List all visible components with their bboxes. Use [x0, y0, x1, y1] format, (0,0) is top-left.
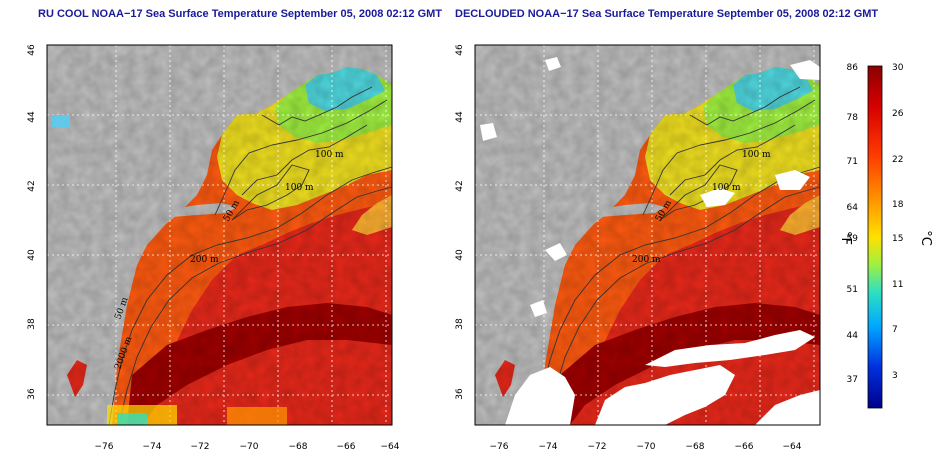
right-map-title: DECLOUDED NOAA−17 Sea Surface Temperatur… [455, 8, 879, 20]
right-lat-axis: 46 44 42 40 38 36 [455, 44, 465, 400]
svg-text:51: 51 [847, 285, 858, 295]
svg-text:−72: −72 [588, 442, 607, 452]
svg-text:−74: −74 [539, 442, 558, 452]
svg-text:64: 64 [847, 203, 859, 213]
svg-text:30: 30 [892, 63, 904, 73]
contour-label-200m: 200 m [190, 255, 219, 265]
svg-text:44: 44 [455, 111, 465, 123]
left-lat-axis: 46 44 42 40 38 36 [27, 44, 37, 400]
fahrenheit-ticks: 86 78 71 64 59 51 44 37 [847, 63, 859, 385]
svg-text:38: 38 [27, 318, 37, 330]
svg-text:46: 46 [455, 44, 465, 56]
colorbar-gradient [867, 65, 883, 409]
svg-text:40: 40 [27, 249, 37, 261]
svg-text:−64: −64 [783, 442, 802, 452]
svg-text:−66: −66 [735, 442, 754, 452]
svg-text:78: 78 [847, 113, 859, 123]
svg-text:−66: −66 [337, 442, 356, 452]
contour-label-200m-b: 200 m [632, 255, 661, 265]
svg-text:−68: −68 [686, 442, 705, 452]
unit-celsius: °C [918, 230, 933, 246]
svg-text:42: 42 [27, 180, 37, 191]
svg-text:−68: −68 [289, 442, 308, 452]
svg-text:71: 71 [847, 157, 858, 167]
svg-text:26: 26 [892, 109, 904, 119]
svg-text:−70: −70 [637, 442, 656, 452]
left-map-title: RU COOL NOAA−17 Sea Surface Temperature … [38, 8, 443, 20]
cloud-mask [480, 57, 820, 425]
svg-text:18: 18 [892, 200, 904, 210]
right-lon-axis: −76 −74 −72 −70 −68 −66 −64 [490, 442, 802, 452]
svg-text:7: 7 [892, 325, 898, 335]
svg-text:38: 38 [455, 318, 465, 330]
svg-text:40: 40 [455, 249, 465, 261]
svg-text:37: 37 [847, 375, 858, 385]
right-decloud-map [474, 44, 821, 426]
svg-text:44: 44 [847, 331, 859, 341]
svg-text:−70: −70 [240, 442, 259, 452]
unit-fahrenheit: °F [838, 231, 853, 245]
svg-text:86: 86 [847, 63, 859, 73]
contour-label-100m-a: 100 m [315, 150, 344, 160]
left-lon-axis: −76 −74 −72 −70 −68 −66 −64 [95, 442, 400, 452]
svg-text:22: 22 [892, 155, 903, 165]
svg-text:44: 44 [27, 111, 37, 123]
svg-text:−76: −76 [95, 442, 114, 452]
left-cloud-speckles [52, 115, 287, 425]
svg-text:−76: −76 [490, 442, 509, 452]
svg-text:36: 36 [27, 388, 37, 400]
svg-text:11: 11 [892, 280, 903, 290]
svg-text:42: 42 [455, 180, 465, 191]
svg-text:46: 46 [27, 44, 37, 56]
contour-label-100m-b: 100 m [285, 183, 314, 193]
contour-label-100m-d: 100 m [712, 183, 741, 193]
temperature-colorbar: 86 78 71 64 59 51 44 37 30 26 22 18 15 1… [838, 63, 933, 409]
svg-text:15: 15 [892, 234, 903, 244]
celsius-ticks: 30 26 22 18 15 11 7 3 [892, 63, 904, 381]
svg-text:59: 59 [847, 234, 859, 244]
svg-text:−64: −64 [381, 442, 400, 452]
svg-text:−72: −72 [191, 442, 210, 452]
left-sst-map [46, 44, 393, 426]
svg-text:36: 36 [455, 388, 465, 400]
svg-text:3: 3 [892, 371, 898, 381]
contour-label-100m-c: 100 m [742, 150, 771, 160]
svg-text:−74: −74 [143, 442, 162, 452]
